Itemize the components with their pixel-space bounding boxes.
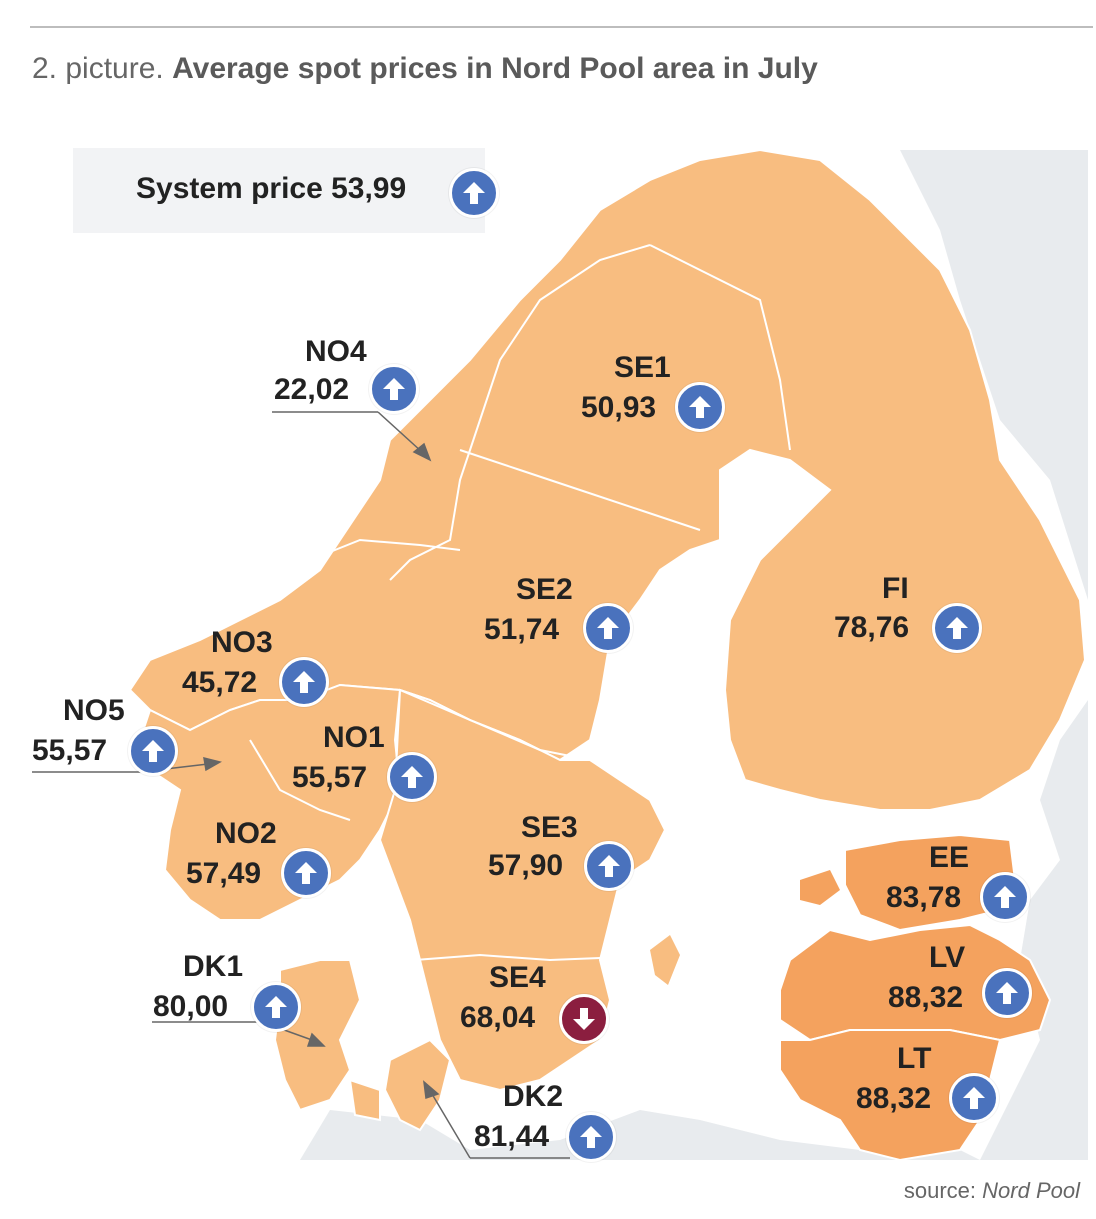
zone-name-se1: SE1 — [614, 351, 671, 384]
zone-price-no5: 55,57 — [32, 734, 108, 767]
zone-arrow-icon-no2 — [281, 848, 331, 898]
region-denmark-zealand — [383, 1038, 452, 1132]
neighbour-land — [900, 150, 1088, 1160]
border-no1-no5 — [249, 739, 351, 821]
border-se3-se4 — [414, 953, 601, 962]
region-denmark-jutland — [273, 959, 362, 1112]
border-se2-se3 — [399, 689, 591, 761]
zone-price-dk1: 80,00 — [153, 990, 229, 1023]
zone-arrow-icon-no4 — [369, 364, 419, 414]
system-price-arrow-icon — [449, 168, 499, 218]
zone-price-se1: 50,93 — [581, 391, 657, 424]
system-price-box — [73, 148, 485, 233]
zone-arrow-icon-se2 — [583, 603, 633, 653]
zone-name-se4: SE4 — [489, 961, 546, 994]
zone-price-se3: 57,90 — [488, 849, 564, 882]
source-name: Nord Pool — [982, 1178, 1080, 1203]
zone-name-ee: EE — [929, 841, 970, 874]
neighbour-land-south — [300, 1110, 980, 1160]
zone-price-ee: 83,78 — [886, 881, 962, 914]
pointer-dk2 — [423, 1080, 570, 1159]
border-no4-no3 — [309, 538, 461, 561]
zone-arrow-icon-ee — [980, 872, 1030, 922]
region-denmark-islands — [348, 1078, 381, 1122]
zone-arrow-icon-se1 — [675, 382, 725, 432]
pointer-no4 — [272, 411, 432, 462]
zone-arrow-icon-no5 — [128, 726, 178, 776]
island-gotland — [650, 935, 680, 985]
zone-arrow-icon-no1 — [387, 752, 437, 802]
zone-name-dk2: DK2 — [503, 1080, 564, 1113]
zone-name-lv: LV — [929, 941, 966, 974]
zone-arrow-icon-se3 — [584, 841, 634, 891]
source-prefix: source: — [903, 1178, 977, 1203]
zone-name-no1: NO1 — [323, 721, 385, 754]
zone-price-lv: 88,32 — [888, 981, 964, 1014]
zone-arrow-icon-dk1 — [251, 982, 301, 1032]
zone-arrow-icon-dk2 — [566, 1112, 616, 1162]
figure-caption: 2. picture. Average spot prices in Nord … — [32, 52, 818, 86]
zone-price-dk2: 81,44 — [474, 1120, 550, 1153]
zone-name-se2: SE2 — [516, 573, 573, 606]
border-no-se — [389, 244, 651, 581]
top-rule — [30, 26, 1093, 28]
region-south-norway — [138, 683, 402, 921]
zone-arrow-icon-fi — [932, 603, 982, 653]
zone-name-lt: LT — [897, 1042, 932, 1075]
zone-name-dk1: DK1 — [183, 950, 244, 983]
zone-price-no3: 45,72 — [182, 666, 258, 699]
zone-price-fi: 78,76 — [834, 611, 910, 644]
zone-name-no2: NO2 — [215, 817, 277, 850]
border-se1-se2 — [459, 449, 701, 531]
source-note: source: Nord Pool — [904, 1178, 1080, 1204]
zone-price-se4: 68,04 — [460, 1001, 536, 1034]
island-saaremaa — [800, 870, 840, 905]
zone-name-fi: FI — [882, 572, 909, 605]
zone-price-no4: 22,02 — [274, 373, 350, 406]
zone-name-se3: SE3 — [521, 811, 578, 844]
zone-name-no3: NO3 — [211, 626, 273, 659]
zone-name-no4: NO4 — [305, 335, 367, 368]
zone-price-no2: 57,49 — [186, 857, 262, 890]
region-south-sweden — [378, 688, 667, 1092]
zone-arrow-icon-se4 — [559, 994, 609, 1044]
zone-price-lt: 88,32 — [856, 1082, 932, 1115]
system-price-label: System price 53,99 — [136, 172, 407, 205]
zone-arrow-icon-lv — [982, 968, 1032, 1018]
zone-arrow-icon-no3 — [279, 657, 329, 707]
caption-lead: 2. picture. — [32, 52, 164, 85]
caption-title: Average spot prices in Nord Pool area in… — [172, 52, 818, 85]
zone-name-no5: NO5 — [63, 694, 125, 727]
zone-price-no1: 55,57 — [292, 761, 368, 794]
zone-arrow-icon-lt — [949, 1073, 999, 1123]
border-se-fi — [649, 244, 791, 451]
zone-price-se2: 51,74 — [484, 613, 560, 646]
region-latvia — [779, 923, 1052, 1042]
